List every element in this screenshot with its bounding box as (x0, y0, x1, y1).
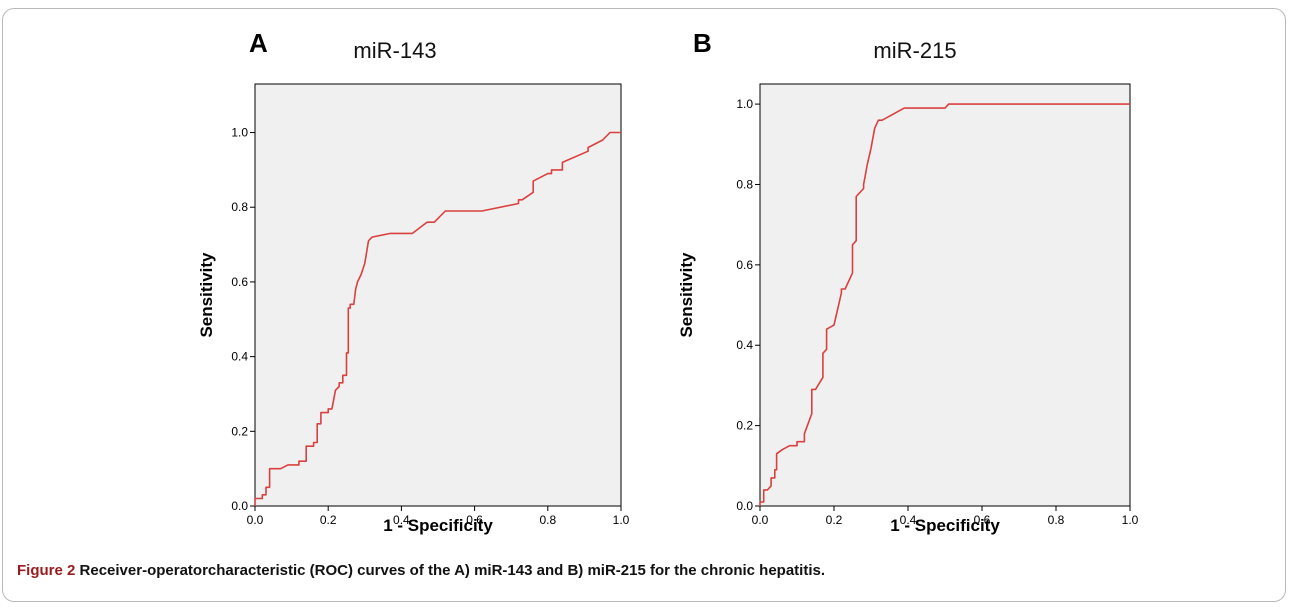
y-tick-label: 0.0 (736, 499, 753, 513)
x-tick-label: 0.2 (826, 513, 843, 527)
x-tick-label: 1.0 (613, 513, 630, 527)
roc-curve (254, 131, 621, 506)
y-tick-label: 1.0 (736, 97, 753, 111)
y-tick-label: 0.6 (231, 275, 248, 289)
y-tick-label: 0.4 (736, 338, 753, 352)
panel-letter: A (249, 28, 268, 58)
x-tick-label: 0.4 (900, 513, 917, 527)
y-tick-label: 0.2 (231, 424, 248, 438)
x-axis-title: 1 - Specificity (383, 516, 493, 535)
x-tick-label: 0.6 (466, 513, 483, 527)
x-tick-label: 1.0 (1122, 513, 1139, 527)
y-axis-title: Sensitivity (677, 252, 696, 338)
y-tick-label: 1.0 (231, 126, 248, 140)
x-tick-label: 0.4 (393, 513, 410, 527)
y-axis-title: Sensitivity (197, 252, 216, 338)
panel-letter: B (693, 28, 712, 58)
caption-text: Receiver-operatorcharacteristic (ROC) cu… (75, 562, 826, 579)
plot-area (254, 83, 622, 507)
x-tick-label: 0.0 (752, 513, 769, 527)
x-tick-label: 0.2 (320, 513, 337, 527)
y-tick-label: 0.4 (231, 350, 248, 364)
plot-area (759, 83, 1131, 507)
x-tick-label: 0.0 (247, 513, 264, 527)
y-tick-label: 0.0 (231, 499, 248, 513)
x-tick-label: 0.6 (974, 513, 991, 527)
figure-caption: Figure 2 Receiver-operatorcharacteristic… (17, 562, 825, 579)
y-tick-label: 0.8 (736, 177, 753, 191)
x-axis-title: 1 - Specificity (890, 516, 1000, 535)
y-tick-label: 0.2 (736, 419, 753, 433)
figure-frame (2, 8, 1286, 602)
chart-title: miR-215 (873, 38, 956, 63)
y-tick-label: 0.6 (736, 258, 753, 272)
caption-label: Figure 2 (17, 562, 76, 579)
chart-title: miR-143 (353, 38, 436, 63)
roc-curve (759, 103, 1130, 506)
y-tick-label: 0.8 (231, 200, 248, 214)
x-tick-label: 0.8 (1048, 513, 1065, 527)
x-tick-label: 0.8 (539, 513, 556, 527)
